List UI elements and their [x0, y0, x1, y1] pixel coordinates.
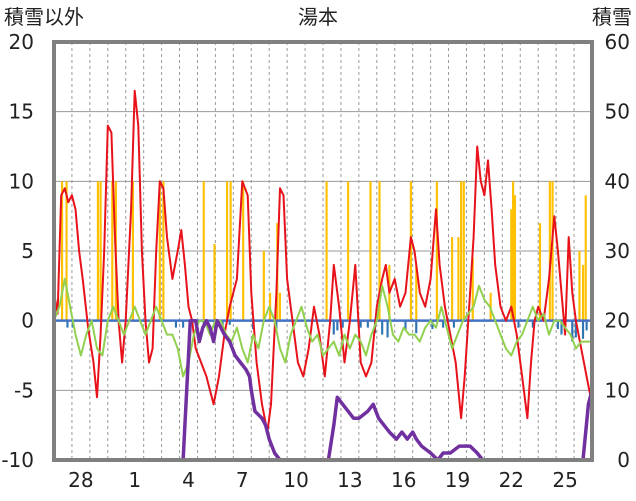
- blue-bars-bar: [581, 320, 585, 339]
- yellow-bars-bar: [369, 181, 372, 321]
- blue-bars-bar: [359, 320, 362, 328]
- yellow-bars-bar: [60, 181, 64, 321]
- left-y-tick-label: 5: [21, 239, 34, 263]
- x-tick-label: 7: [236, 468, 249, 492]
- yellow-bars-bar: [578, 251, 581, 321]
- right-y-tick-label: 0: [617, 448, 630, 472]
- x-tick-label: 13: [337, 468, 362, 492]
- left-y-tick-label: 0: [21, 309, 34, 333]
- x-tick-label: 25: [552, 468, 577, 492]
- yellow-bars-bar: [551, 181, 554, 321]
- left-y-tick-label: -5: [14, 378, 34, 402]
- x-tick-label: 22: [499, 468, 524, 492]
- blue-bars-bar: [381, 320, 384, 335]
- blue-bars-bar: [341, 320, 344, 328]
- yellow-bars-bar: [262, 251, 265, 321]
- yellow-bars-bar: [162, 181, 165, 321]
- right-y-tick-label: 20: [605, 309, 630, 333]
- yellow-bars-bar: [512, 181, 515, 321]
- left-y-tick-label: 20: [9, 30, 34, 54]
- blue-bars-bar: [366, 320, 369, 328]
- yellow-bars-bar: [347, 181, 350, 321]
- left-y-tick-label: 15: [9, 100, 34, 124]
- yellow-bars-bar: [457, 237, 460, 321]
- yellow-bars-bar: [225, 181, 229, 321]
- blue-bars-bar: [452, 320, 455, 328]
- x-tick-label: 4: [182, 468, 195, 492]
- blue-bars-bar: [517, 320, 520, 328]
- blue-bars-bar: [571, 320, 574, 342]
- right-y-tick-label: 30: [605, 239, 630, 263]
- blue-bars-bar: [174, 320, 178, 328]
- blue-bars-bar: [585, 320, 588, 331]
- left-y-tick-label: -10: [1, 448, 34, 472]
- yellow-bars-bar: [99, 181, 102, 321]
- yellow-bars-bar: [462, 181, 465, 321]
- blue-bars-bar: [442, 320, 445, 328]
- yellow-bars-bar: [584, 195, 587, 321]
- yellow-bars-bar: [471, 257, 474, 321]
- chart-title: 湯本: [298, 5, 338, 29]
- yellow-bars-bar: [213, 244, 216, 321]
- yellow-bars-bar: [229, 181, 232, 321]
- yellow-bars-bar: [158, 181, 161, 321]
- blue-bars-bar: [66, 320, 69, 328]
- x-tick-label: 28: [68, 468, 93, 492]
- red-line-series: [53, 89, 593, 434]
- yellow-bars-bar: [96, 181, 100, 321]
- green-line-series: [53, 277, 592, 378]
- blue-bars-bar: [431, 320, 434, 330]
- right-axis-title: 積雪: [592, 5, 632, 29]
- yellow-bars-bar: [548, 181, 551, 321]
- yellow-bars-bar: [513, 195, 516, 321]
- yellow-bars-bar: [409, 181, 412, 321]
- left-axis-title: 積雪以外: [4, 5, 84, 29]
- plot-frame: [52, 40, 594, 462]
- x-tick-label: 1: [128, 468, 141, 492]
- blue-bars-bar: [415, 320, 418, 334]
- right-y-tick-label: 10: [605, 378, 630, 402]
- yellow-bars-bar: [460, 181, 463, 321]
- yellow-bars-bar: [378, 181, 381, 321]
- yellow-bars-bar: [65, 181, 68, 321]
- blue-bars-bar: [560, 320, 563, 335]
- x-tick-label: 10: [283, 468, 308, 492]
- yellow-bars-bar: [131, 181, 134, 321]
- yellow-bars-bar: [242, 181, 245, 321]
- blue-bars-bar: [531, 320, 534, 328]
- left-y-tick-label: 10: [9, 169, 34, 193]
- x-tick-label: 16: [391, 468, 416, 492]
- right-y-tick-label: 40: [605, 169, 630, 193]
- blue-bars-bar: [228, 320, 231, 325]
- yellow-bars-bar: [581, 264, 585, 321]
- yellow-bars-bar: [451, 237, 454, 321]
- x-tick-label: 19: [445, 468, 470, 492]
- yellow-bars-bar: [278, 292, 282, 321]
- blue-bars-bar: [574, 320, 577, 338]
- blue-bars-bar: [404, 320, 407, 331]
- blue-bars-bar: [182, 320, 185, 328]
- blue-bars-bar: [332, 320, 335, 335]
- right-y-tick-label: 50: [605, 100, 630, 124]
- blue-bars-bar: [386, 320, 389, 338]
- bars-layer: [60, 181, 588, 342]
- yellow-bars-bar: [202, 181, 205, 321]
- right-y-tick-label: 60: [605, 30, 630, 54]
- blue-bars-bar: [336, 320, 339, 331]
- yellow-bars-bar: [415, 264, 418, 321]
- yellow-bars-bar: [510, 209, 513, 321]
- yellow-bars-bar: [538, 223, 542, 321]
- blue-bars-bar: [556, 320, 560, 330]
- yellow-bars-bar: [325, 181, 328, 321]
- yellow-bars-bar: [111, 181, 114, 321]
- yellow-bars-bar: [435, 181, 438, 321]
